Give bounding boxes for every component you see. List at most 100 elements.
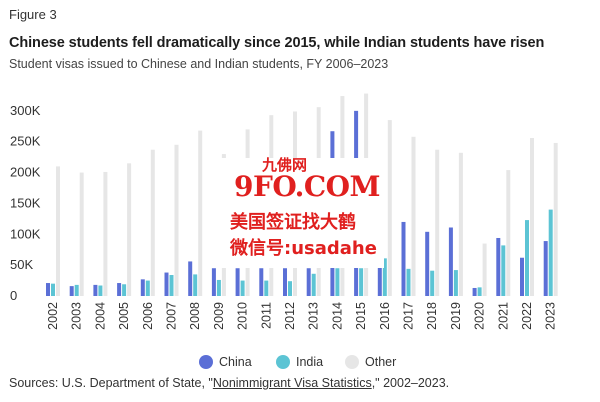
x-tick-label: 2022 <box>520 302 534 330</box>
y-tick-label: 150K <box>10 195 41 210</box>
x-tick-label: 2010 <box>236 302 250 330</box>
bar-india-2004 <box>98 285 103 296</box>
bar-other-2007 <box>174 144 179 296</box>
bar-india-2011 <box>264 280 269 296</box>
bar-china-2003 <box>69 286 74 296</box>
bar-india-2016 <box>382 258 387 296</box>
bar-india-2015 <box>359 268 364 296</box>
bar-india-2002 <box>51 283 55 296</box>
bar-china-2012 <box>283 268 287 296</box>
bar-china-2019 <box>448 227 453 296</box>
watermark-line-2: 微信号:usadahe <box>230 238 377 259</box>
x-tick-label: 2007 <box>165 302 179 330</box>
bar-china-2011 <box>259 268 264 296</box>
chart-title: Chinese students fell dramatically since… <box>9 35 545 51</box>
legend-label-china: China <box>219 355 252 369</box>
bar-china-2010 <box>235 268 240 296</box>
bar-india-2005 <box>122 284 127 296</box>
legend-swatch-china <box>199 355 213 369</box>
x-tick-label: 2023 <box>544 302 558 330</box>
bar-other-2022 <box>530 138 534 296</box>
watermark-logo: 9FO.COM <box>234 170 381 203</box>
x-tick-label: 2019 <box>449 302 463 330</box>
x-tick-label: 2009 <box>212 302 226 330</box>
bar-other-2023 <box>553 142 558 296</box>
x-tick-label: 2020 <box>473 302 487 330</box>
y-tick-label: 100K <box>10 226 41 241</box>
x-tick-label: 2011 <box>259 302 273 329</box>
bar-other-2008 <box>198 130 203 296</box>
x-tick-label: 2006 <box>141 302 155 330</box>
legend-swatch-other <box>345 355 359 369</box>
bar-other-2004 <box>103 171 108 296</box>
bar-india-2012 <box>288 281 292 296</box>
bar-india-2017 <box>406 268 411 296</box>
x-tick-label: 2008 <box>188 302 202 330</box>
watermark-line-1: 美国签证找大鹤 <box>230 212 356 233</box>
bar-china-2005 <box>117 283 122 296</box>
bar-china-2017 <box>401 221 406 296</box>
legend-swatch-india <box>276 355 290 369</box>
x-tick-label: 2017 <box>402 302 416 330</box>
bar-china-2002 <box>46 283 50 296</box>
bar-india-2008 <box>193 274 198 296</box>
sources-link[interactable]: Nonimmigrant Visa Statistics <box>212 376 372 390</box>
bar-china-2020 <box>472 287 477 296</box>
x-tick-label: 2016 <box>378 302 392 330</box>
bar-other-2005 <box>127 163 132 296</box>
sources-suffix: ," 2002–2023. <box>371 376 450 390</box>
bar-china-2023 <box>543 241 548 296</box>
bar-other-2006 <box>150 149 155 296</box>
y-tick-label: 250K <box>10 134 41 149</box>
x-tick-label: 2003 <box>70 302 84 330</box>
bar-india-2023 <box>548 209 553 296</box>
bar-other-2017 <box>411 136 416 296</box>
figure-label: Figure 3 <box>9 7 57 22</box>
bar-india-2021 <box>501 245 506 296</box>
bar-other-2021 <box>506 170 511 296</box>
bar-china-2018 <box>425 231 430 296</box>
bar-india-2013 <box>311 273 316 296</box>
x-tick-label: 2012 <box>283 302 297 330</box>
bar-china-2013 <box>306 268 311 296</box>
bar-other-2002 <box>56 166 60 296</box>
bar-china-2007 <box>164 272 169 296</box>
watermark-small-text: 九佛网 <box>262 156 308 174</box>
bar-india-2019 <box>453 270 458 296</box>
bar-india-2009 <box>216 279 221 296</box>
bar-india-2007 <box>169 275 174 296</box>
bar-india-2022 <box>525 220 529 296</box>
y-tick-label: 200K <box>10 165 41 180</box>
bar-other-2019 <box>458 152 463 296</box>
y-tick-label: 300K <box>10 103 41 118</box>
x-tick-label: 2015 <box>354 302 368 330</box>
bar-india-2018 <box>430 270 435 296</box>
bar-india-2010 <box>240 280 245 296</box>
bar-india-2014 <box>335 268 340 296</box>
bar-other-2016 <box>387 120 392 296</box>
bar-other-2003 <box>79 172 84 296</box>
legend-label-india: India <box>296 355 323 369</box>
bar-other-2018 <box>435 149 440 296</box>
x-tick-label: 2005 <box>117 302 131 330</box>
bar-india-2003 <box>74 284 79 296</box>
x-tick-label: 2013 <box>307 302 321 330</box>
x-tick-label: 2004 <box>93 302 107 330</box>
bar-china-2021 <box>496 237 501 296</box>
bar-china-2008 <box>188 261 193 296</box>
bar-india-2006 <box>145 280 150 296</box>
bar-other-2020 <box>482 243 487 296</box>
bar-india-2020 <box>477 287 482 296</box>
bar-china-2022 <box>520 257 524 296</box>
bar-china-2006 <box>140 279 145 296</box>
y-tick-label: 50K <box>10 257 33 272</box>
legend-label-other: Other <box>365 355 396 369</box>
x-tick-label: 2014 <box>330 302 344 330</box>
x-tick-label: 2018 <box>425 302 439 330</box>
sources-prefix: Sources: U.S. Department of State, " <box>9 376 213 390</box>
sources-note: Sources: U.S. Department of State, "Noni… <box>9 376 449 390</box>
bar-china-2004 <box>93 284 98 296</box>
chart-subtitle: Student visas issued to Chinese and Indi… <box>9 57 389 71</box>
x-tick-label: 2021 <box>496 302 510 330</box>
